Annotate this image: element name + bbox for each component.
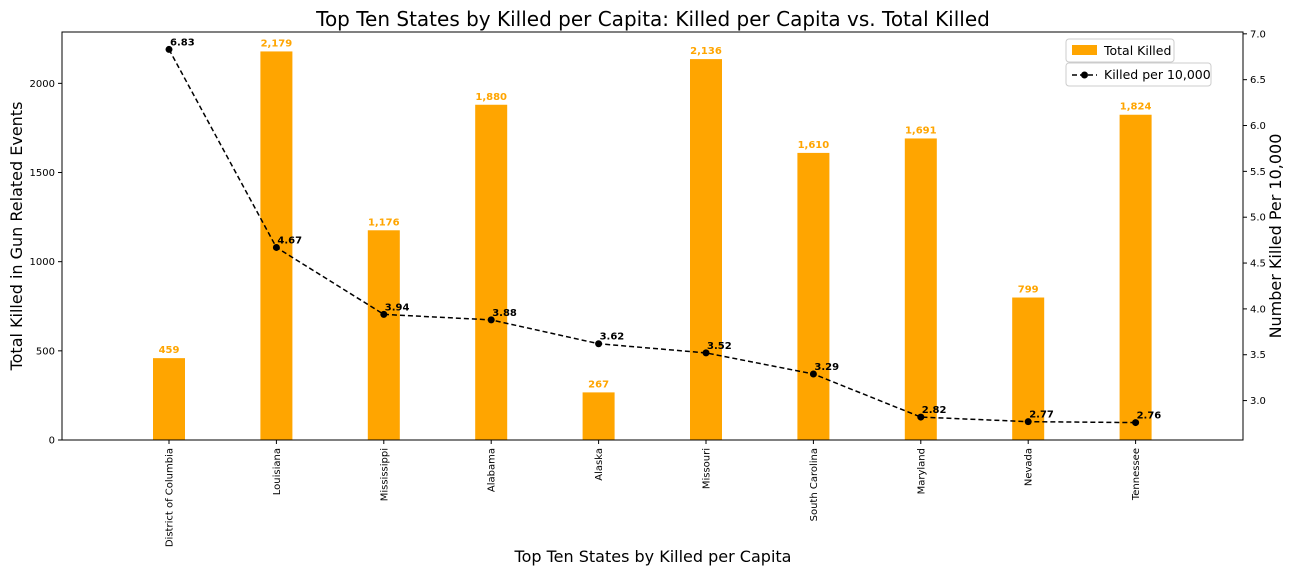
legend-box-bars [1065, 38, 1175, 63]
y2-ticks-group: 3.0 3.5 4.0 4.5 5.0 5.5 6.0 6.5 7.0 [1243, 29, 1266, 407]
y-tick-label-0: 0 [49, 436, 55, 447]
bar-9 [1119, 114, 1152, 440]
line-value-label-6: 3.29 [814, 362, 839, 373]
x-tick-label-7: Maryland [916, 448, 927, 494]
chart-title: Top Ten States by Killed per Capita: Kil… [315, 7, 990, 31]
y2-tick-label-1: 3.5 [1250, 350, 1266, 361]
line-marker-2 [380, 310, 388, 318]
legend-bar-swatch [1072, 45, 1097, 55]
y-tick-label-4: 2000 [30, 79, 55, 90]
bar-0 [153, 358, 185, 440]
legend-line-label: Killed per 10,000 [1104, 67, 1211, 82]
bar-6 [797, 152, 830, 440]
x-ticks-group: District of Columbia Louisiana Mississippi… [165, 440, 1142, 547]
y2-tick-label-7: 6.5 [1250, 75, 1266, 86]
line-value-label-7: 2.82 [922, 405, 947, 416]
bar-value-label-9: 1,824 [1120, 102, 1152, 113]
x-tick-label-9: Tennessee [1131, 448, 1142, 501]
line-value-label-4: 3.62 [600, 332, 625, 343]
line-value-label-9: 2.76 [1137, 411, 1162, 422]
line-value-label-3: 3.88 [492, 308, 517, 319]
y-axis-label: Total Killed in Gun Related Events [7, 102, 26, 372]
line-marker-1 [272, 243, 280, 251]
y-ticks-group: 0 500 1000 1500 2000 [30, 79, 62, 447]
bar-value-label-4: 267 [588, 379, 609, 390]
line-marker-0 [165, 45, 173, 53]
x-tick-label-6: South Carolina [809, 448, 820, 521]
y2-tick-label-0: 3.0 [1250, 396, 1266, 407]
y-tick-label-2: 1000 [30, 257, 55, 268]
x-tick-label-3: Alabama [487, 448, 498, 492]
x-tick-label-1: Louisiana [272, 448, 283, 495]
bars-group [153, 51, 1152, 441]
line-value-label-1: 4.67 [277, 235, 302, 246]
line-value-label-0: 6.83 [170, 37, 195, 48]
legend-bar-label: Total Killed [1103, 43, 1171, 58]
x-tick-label-5: Missouri [702, 448, 713, 489]
legend-box-line [1065, 62, 1212, 87]
bar-value-label-5: 2,136 [690, 46, 722, 57]
bar-value-label-8: 799 [1018, 285, 1039, 296]
bar-7 [904, 138, 937, 440]
bar-value-label-2: 1,176 [368, 217, 400, 228]
x-axis-label: Top Ten States by Killed per Capita [514, 547, 792, 566]
per-capita-line [168, 49, 1136, 424]
line-marker-6 [809, 370, 817, 378]
y2-tick-label-3: 4.5 [1250, 259, 1266, 270]
line-marker-5 [702, 349, 710, 357]
bar-3 [475, 104, 508, 440]
line-value-label-8: 2.77 [1029, 410, 1054, 421]
bar-value-label-1: 2,179 [261, 38, 293, 49]
bar-5 [690, 59, 722, 441]
x-tick-label-8: Nevada [1024, 448, 1035, 486]
bar-8 [1012, 297, 1045, 440]
axes-group [61, 31, 1244, 441]
x-tick-label-0: District of Columbia [165, 448, 176, 547]
y2-tick-label-5: 5.5 [1250, 167, 1266, 178]
x-tick-label-2: Mississippi [379, 448, 390, 501]
y2-tick-label-2: 4.0 [1250, 304, 1266, 315]
bar-4 [582, 392, 615, 440]
line-value-label-2: 3.94 [385, 302, 410, 313]
line-series-group [165, 45, 1140, 427]
line-marker-3 [487, 316, 495, 324]
y2-tick-label-8: 7.0 [1250, 29, 1266, 40]
plot-frame [61, 31, 1244, 441]
bar-value-label-6: 1,610 [798, 140, 830, 151]
bar-value-label-0: 459 [159, 345, 180, 356]
y-tick-label-3: 1500 [30, 168, 55, 179]
y-tick-label-1: 500 [36, 346, 55, 357]
bar-value-label-3: 1,880 [475, 92, 507, 103]
line-value-label-5: 3.52 [707, 341, 732, 352]
y2-tick-label-4: 5.0 [1250, 213, 1266, 224]
line-marker-8 [1024, 418, 1032, 426]
bar-2 [367, 230, 400, 440]
bar-labels-group: 459 2,179 1,176 1,880 267 2,136 1,610 1,691 799 1… [159, 38, 1152, 390]
line-marker-9 [1132, 419, 1140, 427]
x-tick-label-4: Alaska [594, 448, 605, 481]
bar-value-label-7: 1,691 [905, 125, 937, 136]
line-marker-7 [917, 413, 925, 421]
legend-line-marker [1081, 71, 1088, 79]
y2-axis-label: Number Killed Per 10,000 [1266, 134, 1285, 339]
legend: Total Killed Killed per 10,000 [1065, 38, 1212, 87]
line-labels-group: 6.83 4.67 3.94 3.88 3.62 3.52 3.29 2.82 2.77 2.76 [170, 37, 1161, 421]
line-marker-4 [595, 340, 603, 348]
y2-tick-label-6: 6.0 [1250, 121, 1266, 132]
